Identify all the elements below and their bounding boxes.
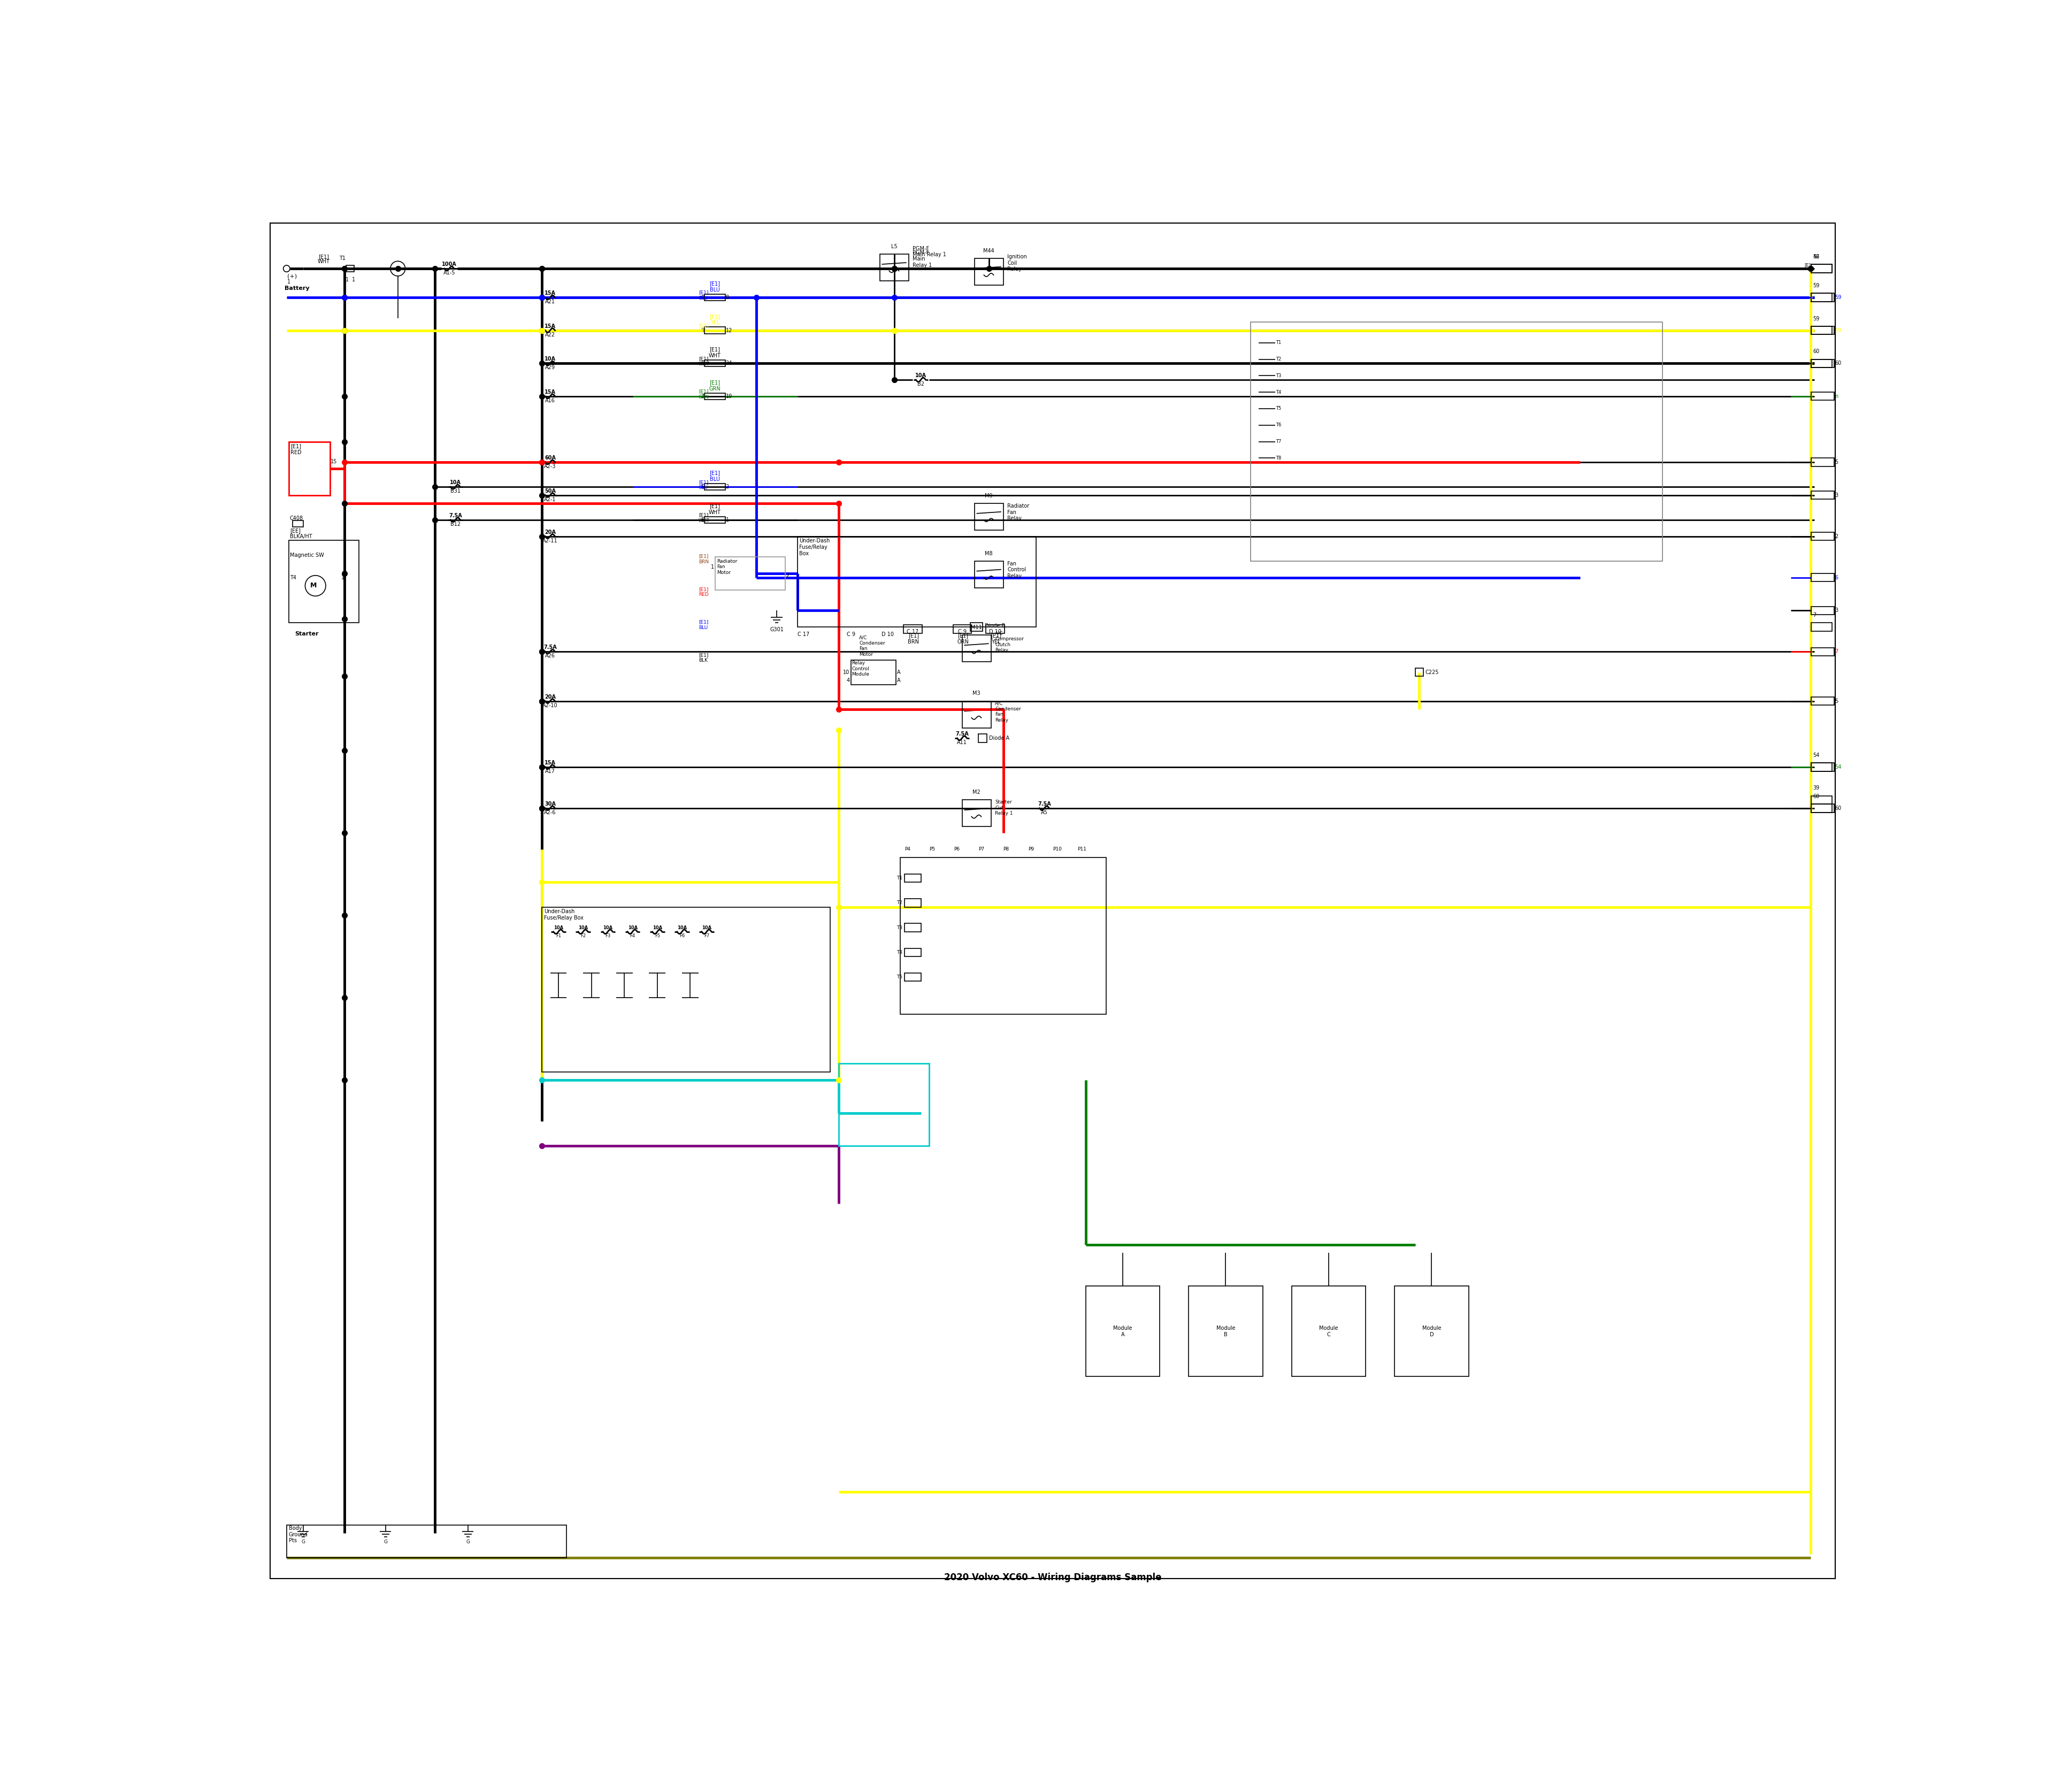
Bar	[986, 625, 1004, 633]
Bar	[904, 973, 920, 982]
Text: A2-10: A2-10	[542, 702, 559, 708]
Text: A22: A22	[544, 332, 555, 337]
Text: 24: 24	[725, 360, 733, 366]
Text: M: M	[310, 582, 316, 590]
Text: G301: G301	[770, 627, 785, 633]
Text: M9: M9	[986, 493, 992, 498]
Text: Magnetic SW: Magnetic SW	[290, 552, 325, 557]
Text: 1: 1	[351, 276, 355, 281]
Text: 5: 5	[700, 518, 705, 523]
Text: M44: M44	[984, 247, 994, 253]
Text: [E1]
BRN: [E1] BRN	[698, 554, 709, 564]
Text: C 9: C 9	[957, 629, 965, 634]
Text: 10A: 10A	[555, 925, 563, 930]
Text: T7: T7	[1276, 439, 1282, 444]
Text: 2: 2	[700, 394, 705, 400]
Bar	[961, 799, 990, 826]
Text: 15A: 15A	[544, 323, 557, 328]
Text: 15A: 15A	[544, 389, 557, 394]
Text: T1: T1	[1276, 340, 1282, 346]
Text: T1: T1	[896, 876, 902, 880]
Bar	[705, 516, 725, 523]
Text: WHT: WHT	[318, 260, 331, 265]
Bar	[345, 265, 353, 272]
Text: C 17: C 17	[906, 629, 918, 634]
Bar	[705, 392, 725, 400]
Text: C408: C408	[290, 516, 304, 521]
Text: 7: 7	[1814, 613, 1816, 618]
Bar	[1812, 763, 1832, 771]
Bar	[850, 659, 896, 685]
Text: 2020 Volvo XC60 - Wiring Diagrams Sample: 2020 Volvo XC60 - Wiring Diagrams Sample	[945, 1573, 1161, 1582]
Text: 10A: 10A	[450, 480, 460, 486]
Text: 1: 1	[341, 575, 345, 581]
Text: 10A: 10A	[544, 357, 557, 362]
Text: Starter
Cut
Relay 1: Starter Cut Relay 1	[994, 799, 1013, 815]
Text: A/C
Condenser
Fan
Relay: A/C Condenser Fan Relay	[994, 701, 1021, 722]
Text: B31: B31	[450, 489, 460, 495]
Text: [E1]: [E1]	[318, 254, 329, 260]
Bar	[1189, 1287, 1263, 1376]
Text: B2: B2	[918, 382, 924, 387]
Text: [E1]
WHT: [E1] WHT	[709, 504, 721, 514]
Text: A2-11: A2-11	[542, 538, 559, 543]
Text: PGM-F
Main Relay 1: PGM-F Main Relay 1	[912, 246, 947, 258]
Bar	[1812, 573, 1834, 582]
Text: Diode B: Diode B	[984, 624, 1004, 629]
Text: 5: 5	[1834, 459, 1838, 464]
Text: 2: 2	[1834, 534, 1838, 539]
Bar	[1812, 294, 1834, 301]
Text: C225: C225	[1425, 670, 1440, 676]
Bar	[974, 561, 1002, 588]
Text: F3: F3	[606, 934, 610, 939]
Text: Body
Ground
Pts: Body Ground Pts	[290, 1525, 308, 1543]
Text: P5: P5	[928, 846, 935, 851]
Text: Starter: Starter	[296, 631, 318, 636]
Text: A/C
Compressor
Clutch
Relay: A/C Compressor Clutch Relay	[994, 631, 1023, 652]
Bar	[1812, 624, 1832, 631]
Text: P10: P10	[1052, 846, 1062, 851]
Text: 60: 60	[1814, 349, 1820, 355]
Text: F6: F6	[680, 934, 684, 939]
Text: [E1]
ORN: [E1] ORN	[957, 633, 969, 645]
Text: A2-6: A2-6	[544, 810, 557, 815]
Text: 60A: 60A	[544, 455, 557, 461]
Text: G: G	[384, 1539, 388, 1545]
Text: 7.5A: 7.5A	[544, 645, 557, 650]
Text: [E1]
GRN: [E1] GRN	[698, 389, 709, 400]
Text: Diode A: Diode A	[988, 735, 1009, 740]
Text: 60: 60	[1834, 805, 1840, 810]
Text: A16: A16	[544, 398, 555, 403]
Bar	[797, 536, 1035, 627]
Bar	[1812, 697, 1834, 706]
Text: 1: 1	[711, 564, 715, 570]
Text: 10: 10	[842, 670, 850, 676]
Text: [E1]
BRN: [E1] BRN	[908, 633, 918, 645]
Bar	[904, 900, 920, 907]
Bar	[1395, 1287, 1469, 1376]
Text: 15A: 15A	[544, 760, 557, 765]
Text: [E1]
BLU: [E1] BLU	[709, 281, 721, 292]
Text: 15A: 15A	[544, 290, 557, 296]
Text: 8: 8	[700, 294, 705, 299]
Bar	[1812, 491, 1834, 500]
Bar	[900, 858, 1107, 1014]
Text: D 10: D 10	[881, 633, 893, 638]
Text: Module
D: Module D	[1421, 1326, 1442, 1337]
Text: T2: T2	[896, 901, 902, 905]
Text: Relay
Control
Module: Relay Control Module	[852, 661, 869, 677]
Text: [E1]
BLU: [E1] BLU	[698, 480, 709, 489]
Text: P8: P8	[1002, 846, 1009, 851]
Bar	[904, 923, 920, 932]
Text: 59: 59	[1834, 328, 1842, 333]
Text: L5: L5	[891, 244, 898, 249]
Text: T5: T5	[1276, 407, 1282, 410]
Bar	[1087, 1287, 1161, 1376]
Bar	[1812, 358, 1834, 367]
Text: D 10: D 10	[988, 629, 1000, 634]
Bar	[1812, 326, 1834, 335]
Text: A29: A29	[544, 366, 555, 371]
Text: A17: A17	[544, 769, 555, 774]
Bar	[705, 484, 725, 491]
Bar	[904, 625, 922, 633]
